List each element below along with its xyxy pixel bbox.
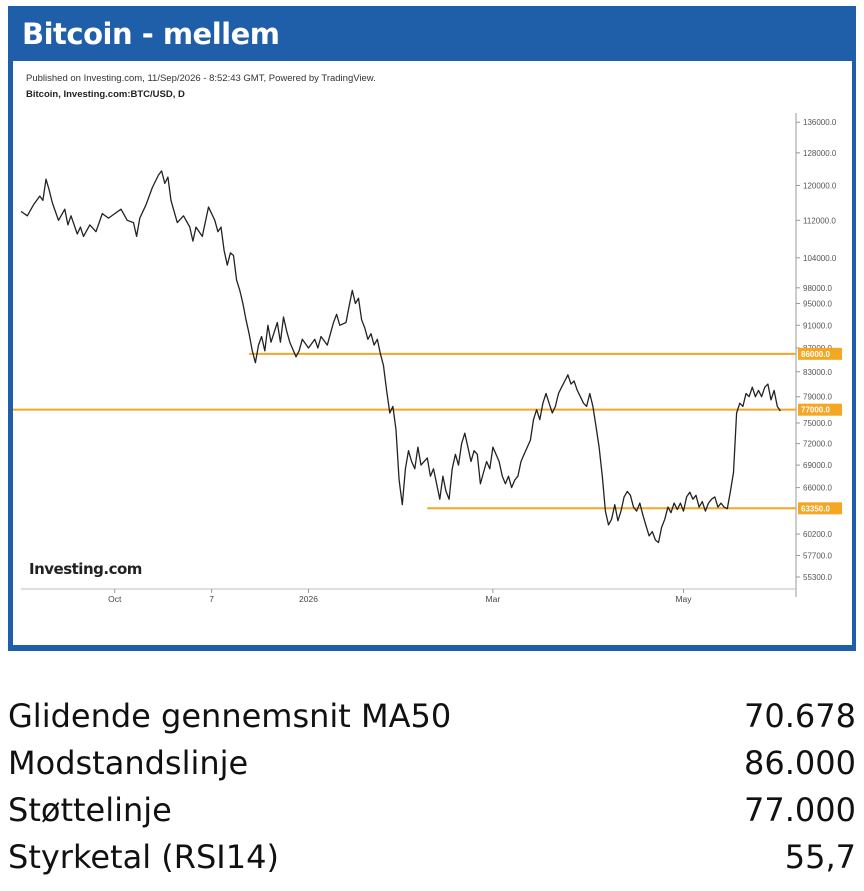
stat-value: 86.000 [744,744,856,782]
stat-value: 77.000 [744,791,856,829]
price-chart: Published on Investing.com, 11/Sep/2026 … [13,73,842,604]
chart-frame: Bitcoin - mellem Published on Investing.… [8,6,856,651]
y-tick-label: 83000.0 [803,368,832,377]
level-label-box [798,502,842,515]
level-label-box [798,403,842,416]
y-tick-label: 66000.0 [803,484,832,493]
y-tick-label: 79000.0 [803,393,832,402]
y-tick-label: 69000.0 [803,461,832,470]
stat-label: Støttelinje [8,791,172,829]
x-tick-label: 7 [209,594,214,604]
x-tick-label: Mar [486,594,501,604]
stat-value: 55,7 [784,838,856,876]
y-tick-label: 120000.0 [803,181,837,190]
stat-row: Støttelinje 77.000 [8,791,856,838]
y-tick-label: 57700.0 [803,552,832,561]
published-note: Published on Investing.com, 11/Sep/2026 … [26,73,376,84]
y-tick-label: 75000.0 [803,419,832,428]
y-tick-label: 55300.0 [803,573,832,582]
y-tick-label: 60200.0 [803,530,832,539]
x-tick-label: 2026 [299,594,318,604]
stat-row: Modstandslinje 86.000 [8,744,856,791]
stat-label: Glidende gennemsnit MA50 [8,697,452,735]
chart-panel: Published on Investing.com, 11/Sep/2026 … [13,61,852,645]
y-tick-label: 128000.0 [803,149,837,158]
watermark: Investing.com [29,560,142,578]
y-tick-label: 91000.0 [803,321,832,330]
investing-logo: Investing.com [29,560,142,578]
y-tick-label: 72000.0 [803,440,832,449]
y-tick-label: 104000.0 [803,254,837,263]
level-label-box [798,347,842,360]
x-tick-label: May [675,594,692,604]
y-tick-label: 136000.0 [803,118,837,127]
y-tick-label: 112000.0 [803,216,836,225]
chart-subtitle: Bitcoin, Investing.com:BTC/USD, D [26,89,185,100]
level-lines: 86000.0 77000.0 63350.0 [13,347,842,515]
level-label: 77000.0 [801,406,830,415]
y-tick-label: 95000.0 [803,300,832,309]
stat-row: Styrketal (RSI14) 55,7 [8,838,856,885]
title-bar: Bitcoin - mellem [8,6,856,58]
level-label: 86000.0 [801,350,830,359]
level-label: 63350.0 [801,504,830,513]
y-tick-label: 98000.0 [803,284,832,293]
page-title: Bitcoin - mellem [22,17,280,51]
x-tick-label: Oct [108,594,122,604]
stat-row: Glidende gennemsnit MA50 70.678 [8,697,856,744]
x-axis: Oct72026MarMayJulSep [21,588,796,604]
stat-label: Modstandslinje [8,744,249,782]
stats-table: Glidende gennemsnit MA50 70.678 Modstandsl… [8,697,856,885]
stat-value: 70.678 [744,697,856,735]
price-series-line [20,170,781,544]
series-group [20,170,781,544]
stat-label: Styrketal (RSI14) [8,838,279,876]
